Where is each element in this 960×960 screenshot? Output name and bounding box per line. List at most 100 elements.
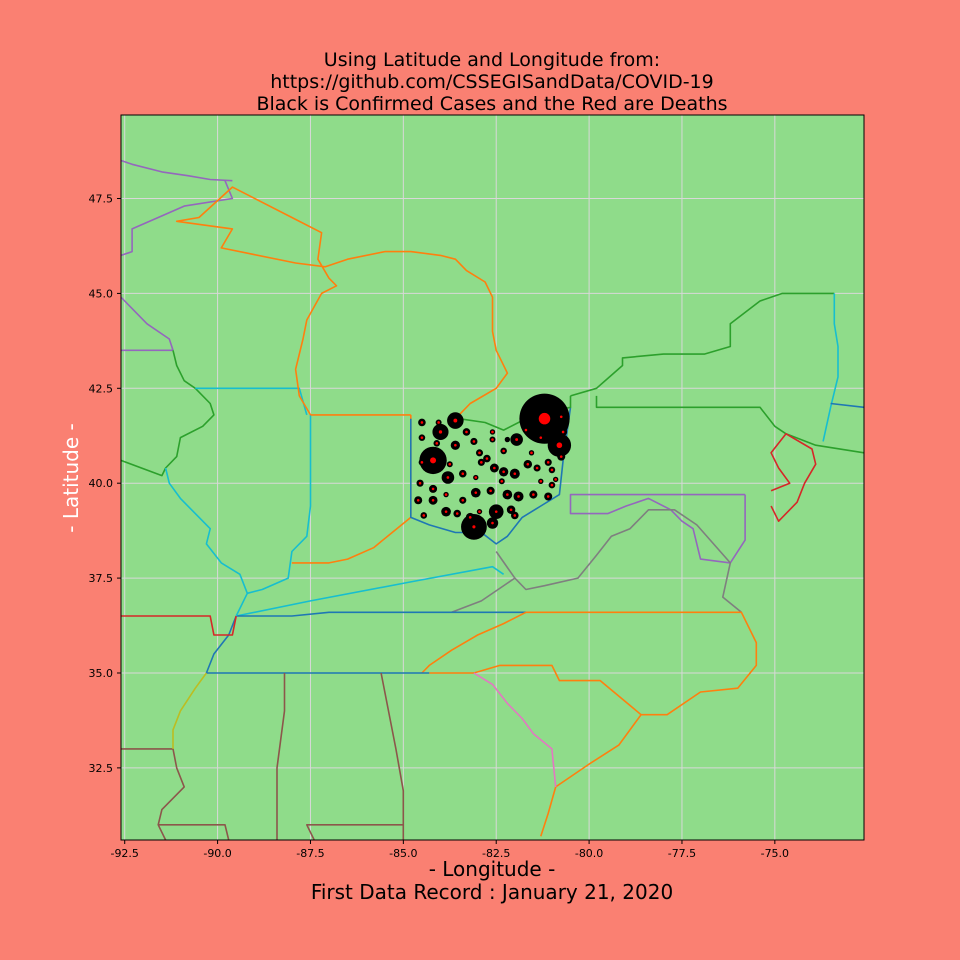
y-tick-label: 45.0 bbox=[89, 287, 114, 300]
death-point bbox=[546, 461, 550, 464]
death-point bbox=[480, 461, 483, 464]
death-point bbox=[489, 489, 492, 493]
chart-title-line-2: https://github.com/CSSEGISandData/COVID-… bbox=[270, 71, 714, 93]
death-point bbox=[550, 468, 554, 472]
grid bbox=[121, 115, 864, 840]
x-tick-label: -90.0 bbox=[203, 847, 231, 860]
death-point bbox=[431, 498, 435, 502]
death-point bbox=[474, 476, 478, 479]
confirmed-case-point bbox=[504, 436, 511, 443]
state-borders bbox=[120, 159, 865, 841]
death-point bbox=[435, 442, 439, 445]
y-tick-label: 40.0 bbox=[89, 477, 114, 490]
state-border-line bbox=[121, 615, 237, 636]
death-point bbox=[530, 451, 533, 455]
plot-area bbox=[121, 115, 864, 840]
state-border-line bbox=[595, 395, 865, 454]
state-border-line bbox=[495, 508, 742, 613]
death-point bbox=[472, 440, 476, 443]
state-border-line bbox=[409, 407, 572, 545]
state-border-line bbox=[235, 592, 249, 617]
state-border-line bbox=[172, 672, 208, 749]
state-border-line bbox=[770, 432, 817, 523]
death-point bbox=[561, 430, 565, 434]
state-border-line bbox=[473, 672, 557, 787]
death-point bbox=[556, 442, 563, 449]
y-axis-label: - Latitude - bbox=[59, 423, 83, 532]
x-tick-label: -92.5 bbox=[110, 847, 138, 860]
x-tick-label: -75.0 bbox=[761, 847, 789, 860]
death-point bbox=[559, 415, 563, 419]
y-tick-label: 32.5 bbox=[89, 762, 114, 775]
state-border-line bbox=[205, 615, 237, 674]
data-points bbox=[414, 393, 572, 540]
death-point bbox=[506, 493, 509, 496]
death-point bbox=[538, 412, 551, 425]
death-point bbox=[444, 493, 448, 496]
death-point bbox=[539, 479, 543, 483]
death-point bbox=[502, 449, 505, 453]
state-border-line bbox=[120, 180, 234, 257]
death-point bbox=[437, 421, 440, 424]
death-point bbox=[513, 514, 517, 517]
death-point bbox=[454, 443, 457, 447]
death-point bbox=[546, 495, 550, 498]
state-border-line bbox=[421, 611, 527, 674]
death-point bbox=[474, 491, 478, 494]
chart-title-line-1: Using Latitude and Longitude from: bbox=[324, 49, 660, 71]
y-axis-ticks: 32.5 35.0 37.5 40.0 42.5 45.0 47.5 bbox=[89, 193, 121, 775]
death-point bbox=[422, 514, 426, 517]
death-point bbox=[500, 479, 504, 483]
death-point bbox=[515, 438, 519, 441]
state-border-line bbox=[195, 387, 308, 416]
death-point bbox=[461, 472, 465, 476]
state-border-line bbox=[830, 402, 865, 409]
state-border-line bbox=[236, 565, 505, 617]
chart-title-line-3: Black is Confirmed Cases and the Red are… bbox=[256, 93, 727, 115]
death-point bbox=[455, 512, 459, 515]
death-point bbox=[472, 525, 476, 529]
death-point bbox=[524, 428, 528, 432]
death-point bbox=[468, 516, 472, 519]
death-point bbox=[550, 483, 554, 487]
death-point bbox=[420, 436, 424, 439]
y-tick-label: 35.0 bbox=[89, 667, 114, 680]
y-tick-label: 47.5 bbox=[89, 193, 114, 206]
state-border-line bbox=[291, 414, 412, 564]
death-point bbox=[491, 430, 494, 434]
state-border-line bbox=[121, 748, 185, 825]
death-point bbox=[465, 430, 468, 434]
state-border-line bbox=[451, 577, 516, 614]
death-point bbox=[491, 521, 494, 525]
death-point bbox=[502, 470, 505, 474]
x-tick-label: -87.5 bbox=[296, 847, 324, 860]
death-point bbox=[485, 457, 489, 460]
state-border-line bbox=[120, 296, 174, 351]
plot-frame bbox=[120, 114, 865, 841]
death-point bbox=[446, 476, 450, 479]
state-border-line bbox=[305, 823, 404, 841]
state-border-line bbox=[458, 395, 572, 431]
state-border-line bbox=[120, 350, 215, 477]
death-point bbox=[438, 430, 443, 434]
death-point bbox=[420, 461, 424, 464]
x-tick-label: -85.0 bbox=[389, 847, 417, 860]
death-point bbox=[535, 466, 539, 470]
death-point bbox=[559, 455, 563, 458]
state-border-line bbox=[157, 823, 230, 841]
state-border-line bbox=[236, 611, 526, 617]
death-point bbox=[461, 498, 465, 502]
x-tick-label: -80.0 bbox=[575, 847, 603, 860]
death-point bbox=[513, 472, 517, 476]
x-axis-ticks: -92.5 -90.0 -87.5 -85.0 -82.5 -80.0 -77.5 -75.0 bbox=[110, 840, 789, 860]
death-point bbox=[517, 495, 520, 498]
death-point bbox=[494, 510, 498, 513]
x-tick-label: -82.5 bbox=[482, 847, 510, 860]
death-point bbox=[430, 457, 437, 464]
death-point bbox=[509, 508, 513, 512]
state-border-line bbox=[276, 673, 286, 840]
state-border-line bbox=[380, 672, 405, 840]
x-axis-label: - Longitude - bbox=[429, 857, 556, 881]
death-point bbox=[416, 498, 420, 502]
